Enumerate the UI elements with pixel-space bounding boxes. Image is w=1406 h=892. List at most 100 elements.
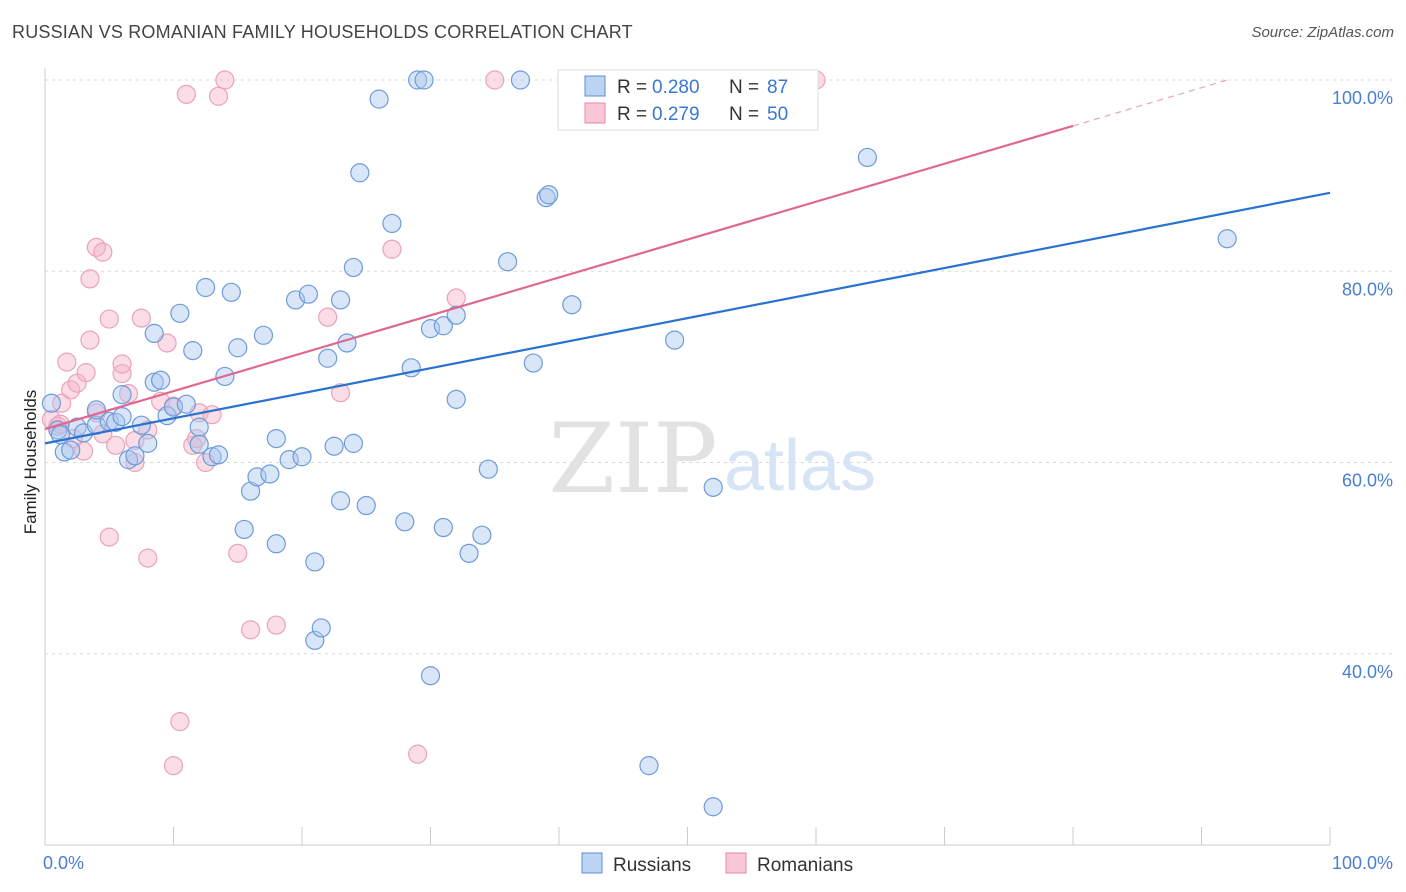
- data-point-romanians: [408, 744, 428, 764]
- data-point-romanians: [176, 84, 196, 104]
- data-point-russians: [241, 481, 261, 501]
- data-point-russians: [318, 348, 338, 368]
- data-point-russians: [433, 517, 453, 538]
- trend-lines: [44, 79, 1331, 445]
- data-point-romanians: [330, 383, 351, 403]
- data-point-russians: [112, 385, 132, 405]
- data-point-romanians: [241, 620, 261, 640]
- axes: [44, 68, 1331, 846]
- data-point-romanians: [208, 86, 229, 106]
- data-point-russians: [266, 534, 286, 554]
- y-tick-label: 80.0%: [1342, 279, 1393, 299]
- data-point-russians: [221, 282, 241, 302]
- data-point-romanians: [106, 435, 126, 455]
- data-point-romanians: [446, 288, 466, 308]
- series-russians: [41, 70, 1237, 817]
- data-point-russians: [639, 756, 659, 776]
- data-point-russians: [478, 459, 498, 479]
- data-point-russians: [414, 70, 434, 90]
- data-point-russians: [446, 389, 466, 409]
- data-point-russians: [420, 666, 441, 686]
- data-point-russians: [112, 407, 132, 427]
- russians-r-value: 0.280: [652, 77, 700, 98]
- data-point-romanians: [57, 352, 77, 372]
- data-point-russians: [1217, 229, 1237, 249]
- data-point-romanians: [112, 354, 132, 374]
- legend-swatch-russians: [584, 75, 606, 97]
- grid-lines: [45, 79, 1395, 655]
- data-point-russians: [665, 330, 685, 350]
- data-point-russians: [228, 338, 248, 358]
- x-tick-label: 0.0%: [43, 853, 84, 873]
- data-point-russians: [498, 252, 518, 272]
- data-point-romanians: [118, 384, 139, 404]
- data-point-russians: [253, 325, 274, 345]
- data-point-russians: [305, 630, 325, 650]
- data-point-russians: [703, 477, 723, 497]
- data-point-russians: [324, 436, 344, 456]
- data-point-russians: [170, 303, 190, 323]
- data-point-russians: [433, 316, 453, 336]
- data-point-russians: [343, 433, 363, 453]
- data-point-russians: [395, 512, 415, 532]
- data-point-romanians: [266, 615, 286, 635]
- data-point-romanians: [93, 242, 113, 262]
- data-point-russians: [183, 341, 203, 361]
- legend-label-russians: Russians: [613, 855, 691, 876]
- source-credit: Source: ZipAtlas.com: [1251, 24, 1394, 41]
- data-point-russians: [144, 323, 164, 344]
- data-point-russians: [369, 89, 389, 109]
- data-point-russians: [41, 393, 62, 413]
- chart-title: RUSSIAN VS ROMANIAN FAMILY HOUSEHOLDS CO…: [12, 22, 633, 42]
- data-point-russians: [176, 394, 196, 414]
- data-point-romanians: [76, 363, 96, 383]
- data-point-romanians: [318, 307, 338, 327]
- data-point-russians: [138, 433, 158, 453]
- data-point-russians: [350, 163, 370, 183]
- romanians-n-label: N =: [729, 104, 759, 125]
- data-point-russians: [305, 552, 325, 572]
- legend-swatch-romanians-bottom: [725, 852, 747, 874]
- data-point-russians: [266, 428, 286, 449]
- data-point-russians: [343, 257, 363, 278]
- data-point-russians: [61, 440, 81, 460]
- data-point-romanians: [157, 333, 177, 353]
- data-point-russians: [298, 284, 319, 304]
- data-point-romanians: [485, 70, 505, 90]
- watermark-atlas: atlas: [724, 426, 876, 506]
- data-point-russians: [382, 213, 402, 234]
- legend-swatch-russians-bottom: [581, 852, 603, 874]
- data-point-romanians: [80, 330, 100, 350]
- data-point-russians: [446, 305, 466, 325]
- data-point-russians: [311, 618, 331, 638]
- y-tick-label: 100.0%: [1332, 88, 1393, 108]
- trendline-romanians-extension: [1072, 79, 1228, 127]
- data-point-russians: [189, 417, 209, 437]
- data-point-russians: [539, 185, 559, 205]
- romanians-r-label: R =: [617, 104, 647, 125]
- data-point-russians: [208, 445, 229, 465]
- data-point-romanians: [99, 527, 119, 547]
- x-tick-label: 100.0%: [1332, 853, 1393, 873]
- data-point-russians: [510, 70, 531, 90]
- data-point-russians: [857, 147, 878, 168]
- data-point-romanians: [228, 543, 248, 563]
- romanians-r-value: 0.279: [652, 104, 700, 125]
- data-point-russians: [234, 519, 254, 540]
- trendline-romanians: [44, 124, 1074, 431]
- data-point-russians: [536, 188, 556, 208]
- series-legend: Russians Romanians: [581, 852, 853, 876]
- y-axis-title: Family Households: [21, 390, 40, 535]
- watermark: ZIP atlas: [548, 403, 876, 515]
- data-point-romanians: [99, 309, 119, 329]
- data-point-russians: [151, 370, 171, 390]
- data-point-russians: [408, 70, 428, 90]
- data-point-romanians: [163, 756, 184, 776]
- watermark-zip: ZIP: [548, 403, 717, 515]
- data-point-russians: [330, 290, 351, 310]
- data-point-romanians: [138, 548, 158, 568]
- stats-legend: R = 0.280 N = 87 R = 0.279 N = 50: [557, 69, 819, 131]
- russians-n-value: 87: [767, 77, 788, 98]
- data-point-russians: [472, 525, 492, 545]
- legend-label-romanians: Romanians: [757, 855, 853, 876]
